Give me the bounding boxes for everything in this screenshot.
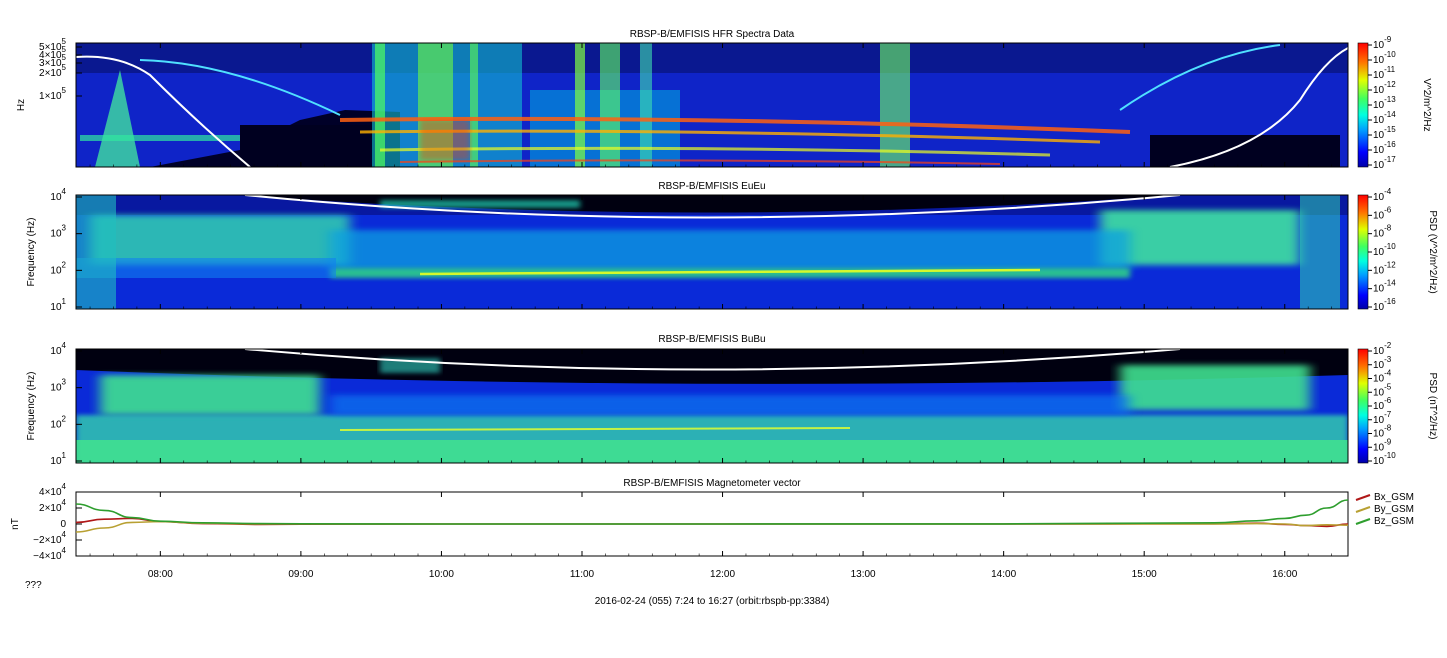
colorbar-tick-label: 10-9 <box>1373 35 1392 51</box>
eueu-colorbar <box>1357 194 1369 310</box>
bubu-panel: RBSP-B/EMFISIS BuBu 104 103 102 101 Frequen… <box>26 334 1438 467</box>
colorbar-tick-label: 10-7 <box>1373 410 1392 426</box>
y-tick-label: 104 <box>50 341 66 357</box>
bubu-colorbar <box>1357 348 1369 464</box>
x-tick-label: 11:00 <box>570 569 595 580</box>
x-tick-label: 09:00 <box>288 569 313 580</box>
eueu-spectrogram <box>76 195 1348 309</box>
hfr-spectrogram <box>76 43 1348 167</box>
colorbar-tick-label: 10-3 <box>1373 355 1392 371</box>
colorbar-tick-label: 10-4 <box>1373 369 1392 385</box>
eueu-title: RBSP-B/EMFISIS EuEu <box>658 181 765 192</box>
x-tick-label: 15:00 <box>1132 569 1157 580</box>
colorbar-tick-label: 10-15 <box>1373 125 1396 141</box>
x-tick-label: 10:00 <box>429 569 454 580</box>
y-tick-label: 1×105 <box>39 86 67 102</box>
bubu-ylabel: Frequency (Hz) <box>26 372 37 441</box>
colorbar-tick-label: 10-16 <box>1373 140 1396 156</box>
y-tick-label: −4×104 <box>33 546 66 562</box>
legend-swatch <box>1355 518 1371 525</box>
colorbar-tick-label: 10-8 <box>1373 424 1392 440</box>
series-line-bz-gsm <box>76 499 1348 525</box>
colorbar-tick-label: 10-10 <box>1373 50 1396 66</box>
x-tick-label: 08:00 <box>148 569 173 580</box>
eueu-ylabel: Frequency (Hz) <box>26 218 37 287</box>
legend-swatch <box>1355 494 1371 501</box>
colorbar-tick-label: 10-8 <box>1373 224 1392 240</box>
colorbar-tick-label: 10-11 <box>1373 65 1396 81</box>
eueu-y-ticks: 104 103 102 101 <box>50 187 82 313</box>
colorbar-tick-label: 10-14 <box>1373 279 1396 295</box>
x-tick-label: 13:00 <box>851 569 876 580</box>
y-tick-label: 103 <box>50 224 66 240</box>
y-tick-label: 102 <box>50 260 66 276</box>
legend-label: By_GSM <box>1374 504 1414 515</box>
legend-label: Bz_GSM <box>1374 516 1414 527</box>
colorbar-tick-label: 10-5 <box>1373 382 1392 398</box>
y-tick-label: 101 <box>50 297 66 313</box>
footer-caption: 2016-02-24 (055) 7:24 to 16:27 (orbit:rb… <box>595 596 830 607</box>
colorbar-tick-label: 10-16 <box>1373 297 1396 313</box>
mag-ylabel: nT <box>10 518 21 530</box>
y-tick-label: 2×104 <box>39 498 67 514</box>
y-tick-label: −2×104 <box>33 530 66 546</box>
y-tick-label: 5×105 <box>39 37 67 53</box>
y-tick-label: 3×105 <box>39 53 67 69</box>
colorbar-tick-label: 10-9 <box>1373 437 1392 453</box>
y-tick-label: 2×105 <box>39 63 67 79</box>
hfr-colorbar <box>1357 42 1369 168</box>
colorbar-tick-label: 10-17 <box>1373 155 1396 171</box>
mag-lines <box>76 499 1348 533</box>
bubu-spectrogram <box>76 349 1348 463</box>
colorbar-tick-label: 10-10 <box>1373 451 1396 467</box>
hfr-panel: RBSP-B/EMFISIS HFR Spectra Data <box>16 29 1432 171</box>
x-tick-label: 16:00 <box>1272 569 1297 580</box>
hfr-ylabel: Hz <box>16 99 27 111</box>
colorbar-tick-label: 10-6 <box>1373 205 1392 221</box>
colorbar-tick-label: 10-10 <box>1373 242 1396 258</box>
y-tick-label: 4×105 <box>39 45 67 61</box>
bubu-colorbar-ticks: 10-210-310-410-510-610-710-810-910-10 <box>1368 341 1396 467</box>
hfr-title: RBSP-B/EMFISIS HFR Spectra Data <box>630 29 795 40</box>
y-tick-label: 101 <box>50 451 66 467</box>
y-tick-label: 103 <box>50 378 66 394</box>
legend-swatch <box>1355 506 1371 513</box>
footer-left: ??? <box>25 580 42 591</box>
bubu-colorbar-label: PSD (nT^2/Hz) <box>1427 373 1438 440</box>
colorbar-tick-label: 10-6 <box>1373 396 1392 412</box>
mag-title: RBSP-B/EMFISIS Magnetometer vector <box>623 478 801 489</box>
y-tick-label: 102 <box>50 414 66 430</box>
y-tick-label: 4×104 <box>39 482 67 498</box>
bubu-title: RBSP-B/EMFISIS BuBu <box>658 334 765 345</box>
hfr-colorbar-ticks: 10-910-1010-1110-1210-1310-1410-1510-161… <box>1368 35 1396 171</box>
eueu-colorbar-label: PSD (V^2/m^2/Hz) <box>1427 210 1438 293</box>
x-tick-label: 14:00 <box>991 569 1016 580</box>
colorbar-tick-label: 10-13 <box>1373 95 1396 111</box>
y-tick-label: 0 <box>60 519 66 530</box>
bubu-y-ticks: 104 103 102 101 <box>50 341 82 467</box>
colorbar-tick-label: 10-2 <box>1373 341 1392 357</box>
y-tick-label: 104 <box>50 187 66 203</box>
legend-label: Bx_GSM <box>1374 492 1414 503</box>
x-tick-label: 12:00 <box>710 569 735 580</box>
mag-panel: RBSP-B/EMFISIS Magnetometer vector 4×104… <box>10 478 1414 562</box>
eueu-colorbar-ticks: 10-4 10-6 10-8 10-10 10-12 10-14 10-16 <box>1368 187 1396 313</box>
colorbar-tick-label: 10-4 <box>1373 187 1392 203</box>
eueu-panel: RBSP-B/EMFISIS EuEu 104 103 102 101 Frequen… <box>26 181 1438 313</box>
colorbar-tick-label: 10-12 <box>1373 80 1396 96</box>
hfr-colorbar-label: V^2/m^2/Hz <box>1421 78 1432 131</box>
colorbar-tick-label: 10-12 <box>1373 260 1396 276</box>
colorbar-tick-label: 10-14 <box>1373 110 1396 126</box>
time-axis: 08:00 09:00 10:00 11:00 12:00 13:00 14:00 15:00… <box>89 43 1332 580</box>
